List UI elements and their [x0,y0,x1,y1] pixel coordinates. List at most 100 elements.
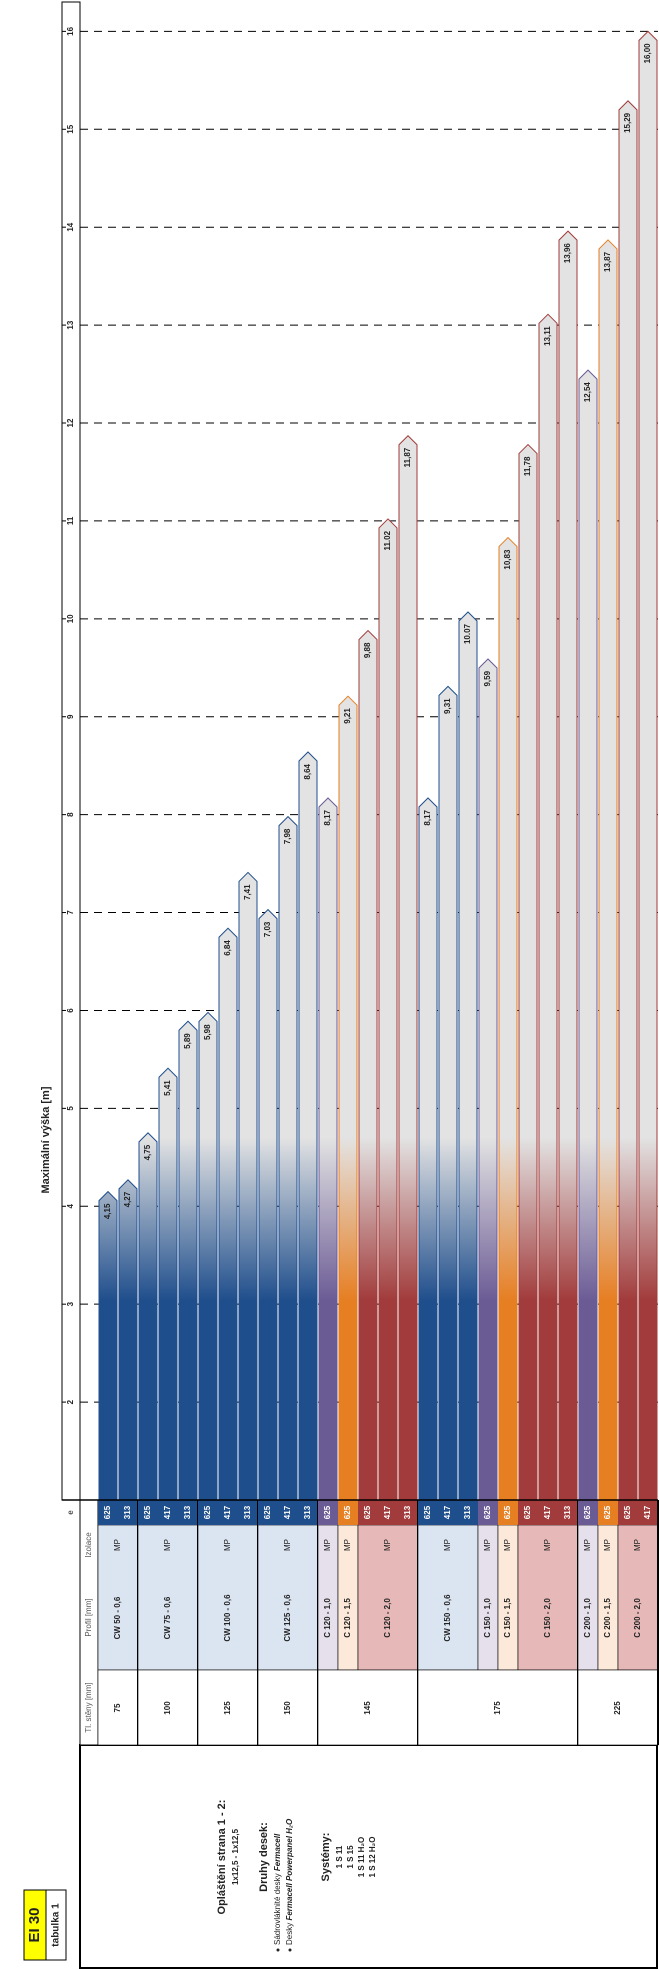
e-cell [118,1500,138,1525]
e-value: 313 [403,1505,412,1519]
insulation: MP [583,1539,592,1551]
insulation: MP [283,1539,292,1551]
e-cell [438,1500,458,1525]
bullet [276,1948,280,1952]
e-cell [558,1500,578,1525]
e-cell [178,1500,198,1525]
x-tick-label: 10 [66,614,75,623]
bar [498,536,518,1501]
bar [138,1132,158,1501]
e-cell [278,1500,298,1525]
thickness: 225 [613,1701,622,1715]
profile-name: CW 100 - 0,6 [223,1594,232,1642]
e-cell [358,1500,378,1525]
x-tick-label: 12 [66,418,75,427]
e-cell [638,1500,658,1525]
e-cell [598,1500,618,1525]
e-cell [158,1500,178,1525]
boards-title: Druhy desek: [258,1822,270,1892]
profile-name: C 200 - 1,0 [583,1598,592,1638]
e-value: 625 [623,1505,632,1519]
e-cell [398,1500,418,1525]
x-tick-label: 7 [66,910,75,915]
insulation: MP [323,1539,332,1551]
x-tick-label: 14 [66,222,75,231]
e-cell [338,1500,358,1525]
e-cell [578,1500,598,1525]
value-label: 8,17 [323,809,332,825]
e-value: 417 [643,1505,652,1519]
e-value: 313 [183,1505,192,1519]
e-value: 313 [563,1505,572,1519]
value-label: 7,03 [263,921,272,937]
bullet [288,1948,292,1952]
x-tick-label: 9 [66,714,75,719]
value-label: 13,96 [563,243,572,264]
e-cell [318,1500,338,1525]
e-cell [478,1500,498,1525]
bar [598,239,618,1501]
profile-name: C 150 - 2,0 [543,1598,552,1638]
e-cell [238,1500,258,1525]
bar [558,230,578,1501]
chart-title: Maximální výška [m] [40,1086,52,1193]
bar [298,751,318,1501]
badge: EI 30 [26,1907,43,1942]
e-value: 625 [603,1505,612,1519]
e-cell [138,1500,158,1525]
profile-name: CW 75 - 0,6 [163,1596,172,1639]
system: 1 S 11 [335,1845,344,1868]
value-label: 11,87 [403,447,412,467]
board-item: Desky Fermacell Powerpanel H₂O [285,1818,294,1945]
insulation: MP [633,1539,642,1551]
value-label: 4,27 [123,1191,132,1207]
bar [358,629,378,1501]
value-label: 9,88 [363,642,372,658]
profile-name: C 200 - 2,0 [633,1598,642,1638]
value-label: 5,89 [183,1033,192,1049]
board-item: Sádrovláknité desky Fermacell [273,1833,282,1945]
e-cell [258,1500,278,1525]
insulation: MP [383,1539,392,1551]
e-value: 417 [383,1505,392,1519]
bar [518,443,538,1501]
profile-name: C 120 - 2,0 [383,1598,392,1638]
value-label: 7,98 [283,828,292,844]
table-label-box [45,1889,67,1961]
e-cell [378,1500,398,1525]
profile-name: CW 125 - 0,6 [283,1594,292,1642]
e-value: 313 [243,1505,252,1519]
value-label: 7,41 [243,884,252,900]
thickness: 175 [493,1701,502,1715]
e-value: 625 [523,1505,532,1519]
bar [278,815,298,1501]
value-label: 16,00 [643,43,652,64]
insulation: MP [543,1539,552,1551]
x-tick-label: 5 [66,1106,75,1111]
e-value: 417 [543,1505,552,1519]
column-header: Profil [mm] [84,1598,93,1636]
e-cell [618,1500,638,1525]
bar [98,1190,118,1501]
x-tick-label: 4 [66,1204,75,1209]
system: 1 S 11 H₂O [357,1837,366,1877]
bar [458,611,478,1501]
systems-title: Systémy: [320,1833,332,1882]
e-value: 625 [423,1505,432,1519]
bar [258,908,278,1501]
e-cell [198,1500,218,1525]
column-header: e [66,1510,75,1515]
table-label: tabulka 1 [51,1903,62,1947]
x-tick-label: 15 [66,124,75,133]
bar [578,369,598,1501]
bar [638,30,658,1501]
system: 1 S 15 [346,1845,355,1869]
e-value: 417 [443,1505,452,1519]
rotated-sheet: EI 30 tabulka 1 Maximální výška [m] Oplá… [23,1,659,1969]
insulation: MP [223,1539,232,1551]
e-value: 625 [103,1505,112,1519]
e-cell [418,1500,438,1525]
bar [398,435,418,1501]
e-value: 417 [283,1505,292,1519]
